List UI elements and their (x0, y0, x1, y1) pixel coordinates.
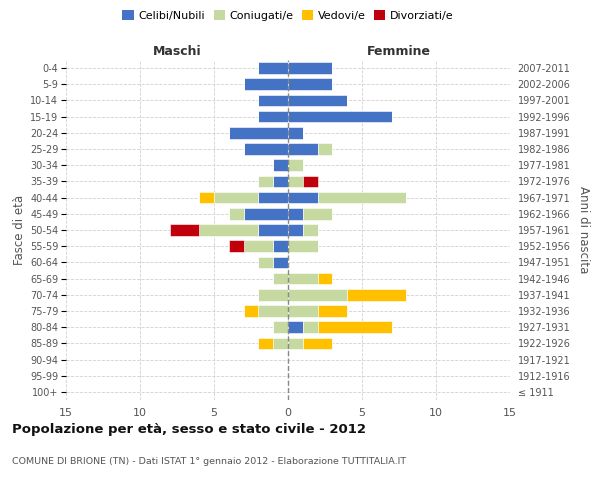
Bar (288, 127, 303, 138)
Bar (288, 160, 303, 171)
Bar (273, 272, 288, 284)
Bar (303, 338, 332, 349)
Bar (317, 272, 332, 284)
Bar (259, 305, 288, 317)
Bar (259, 224, 288, 236)
Bar (288, 208, 303, 220)
Bar (317, 192, 406, 203)
Bar (273, 240, 288, 252)
Bar (288, 305, 317, 317)
Bar (288, 111, 392, 122)
Bar (273, 322, 288, 333)
Legend: Celibi/Nubili, Coniugati/e, Vedovi/e, Divorziati/e: Celibi/Nubili, Coniugati/e, Vedovi/e, Di… (120, 8, 456, 23)
Text: Femmine: Femmine (367, 46, 431, 59)
Bar (288, 143, 317, 155)
Bar (244, 240, 273, 252)
Bar (317, 143, 332, 155)
Bar (288, 176, 303, 188)
Bar (259, 176, 273, 188)
Bar (244, 305, 259, 317)
Bar (288, 78, 332, 90)
Bar (273, 176, 288, 188)
Bar (288, 240, 317, 252)
Bar (229, 240, 244, 252)
Bar (303, 224, 317, 236)
Bar (244, 78, 288, 90)
Bar (273, 338, 288, 349)
Bar (259, 256, 273, 268)
Bar (288, 322, 303, 333)
Bar (259, 62, 288, 74)
Bar (303, 176, 317, 188)
Bar (347, 289, 406, 300)
Bar (288, 289, 347, 300)
Bar (259, 289, 288, 300)
Bar (288, 272, 317, 284)
Bar (229, 127, 288, 138)
Bar (273, 256, 288, 268)
Bar (259, 94, 288, 106)
Text: Popolazione per età, sesso e stato civile - 2012: Popolazione per età, sesso e stato civil… (12, 422, 366, 436)
Y-axis label: Anni di nascita: Anni di nascita (577, 186, 590, 274)
Bar (259, 111, 288, 122)
Bar (229, 208, 244, 220)
Bar (288, 62, 332, 74)
Bar (317, 322, 392, 333)
Text: Maschi: Maschi (152, 46, 202, 59)
Bar (199, 224, 259, 236)
Bar (288, 338, 303, 349)
Bar (317, 305, 347, 317)
Text: COMUNE DI BRIONE (TN) - Dati ISTAT 1° gennaio 2012 - Elaborazione TUTTITALIA.IT: COMUNE DI BRIONE (TN) - Dati ISTAT 1° ge… (12, 458, 406, 466)
Bar (244, 143, 288, 155)
Bar (259, 338, 273, 349)
Y-axis label: Fasce di età: Fasce di età (13, 195, 26, 265)
Bar (199, 192, 214, 203)
Bar (288, 94, 347, 106)
Bar (303, 322, 317, 333)
Bar (214, 192, 259, 203)
Bar (288, 192, 317, 203)
Bar (244, 208, 288, 220)
Bar (288, 224, 303, 236)
Bar (259, 192, 288, 203)
Bar (303, 208, 332, 220)
Bar (170, 224, 199, 236)
Bar (273, 160, 288, 171)
